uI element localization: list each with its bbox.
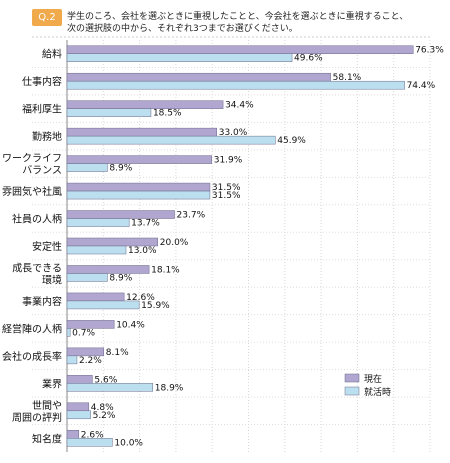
data-label-current: 5.6% xyxy=(94,375,117,385)
bar-current xyxy=(66,375,93,384)
bar-current xyxy=(66,210,175,219)
data-label-current: 18.1% xyxy=(151,265,180,275)
legend-label-jobhunt: 就活時 xyxy=(364,386,391,398)
category-label: 勤務地 xyxy=(32,130,62,143)
category-label: 知名度 xyxy=(32,432,62,445)
bar-current xyxy=(66,430,80,439)
bar-jobhunt xyxy=(66,328,71,337)
bar-jobhunt xyxy=(66,80,405,90)
data-label-current: 8.1% xyxy=(106,348,129,358)
data-label-current: 76.3% xyxy=(415,46,444,56)
bar-jobhunt xyxy=(66,218,130,227)
data-label-current: 20.0% xyxy=(160,238,189,248)
category-label: 仕事内容 xyxy=(22,75,62,88)
data-label-jobhunt: 49.6% xyxy=(294,54,323,64)
bar-current xyxy=(66,265,150,274)
data-label-jobhunt: 31.5% xyxy=(212,191,241,201)
category-label: 雰囲気や社風 xyxy=(2,185,62,198)
data-label-current: 34.4% xyxy=(225,101,254,111)
data-label-jobhunt: 13.7% xyxy=(131,219,160,229)
category-label: バランス xyxy=(22,165,62,177)
data-label-current: 31.9% xyxy=(214,156,243,166)
bar-jobhunt xyxy=(66,108,152,117)
bar-current xyxy=(66,155,212,164)
bar-jobhunt xyxy=(66,438,113,447)
bar-jobhunt xyxy=(66,190,211,200)
bar-jobhunt xyxy=(66,163,108,172)
data-label-jobhunt: 18.5% xyxy=(153,109,182,119)
bar-jobhunt xyxy=(66,53,293,62)
question-text-line1: 学生のころ、会社を選ぶときに重視したことと、今会社を選ぶときに重視すること、 xyxy=(67,12,409,22)
bar-current xyxy=(66,320,115,329)
question-text-line2: 次の選択肢の中から、それぞれ3つまでお選びください。 xyxy=(67,24,298,34)
data-label-current: 12.6% xyxy=(126,293,155,303)
category-label: 周囲の評判 xyxy=(12,411,62,424)
bar-current xyxy=(66,402,90,412)
category-label: 環境 xyxy=(42,273,62,286)
data-label-current: 23.7% xyxy=(177,211,206,221)
bar-current xyxy=(66,182,211,192)
bar-jobhunt xyxy=(66,410,91,420)
bar-current xyxy=(66,237,158,247)
bar-jobhunt xyxy=(66,383,154,392)
legend-swatch-current xyxy=(344,373,360,383)
data-label-jobhunt: 0.7% xyxy=(72,328,95,338)
data-label-jobhunt: 18.9% xyxy=(155,383,184,393)
data-label-jobhunt: 8.9% xyxy=(109,273,132,283)
data-label-jobhunt: 2.2% xyxy=(79,356,102,366)
data-label-current: 33.0% xyxy=(219,128,248,138)
bar-jobhunt xyxy=(66,245,127,255)
data-label-jobhunt: 13.0% xyxy=(128,246,157,256)
category-label: 経営陣の人柄 xyxy=(2,322,62,335)
data-label-jobhunt: 74.4% xyxy=(407,81,436,91)
data-label-current: 10.4% xyxy=(116,320,145,330)
bar-current xyxy=(66,127,217,137)
category-label: 成長できる xyxy=(12,262,62,274)
data-label-current: 31.5% xyxy=(212,183,241,193)
bar-jobhunt xyxy=(66,135,276,145)
category-label: 福利厚生 xyxy=(22,103,62,116)
bar-current xyxy=(66,45,414,54)
bar-current xyxy=(66,100,224,109)
legend-swatch-jobhunt xyxy=(344,386,360,396)
category-labels: 給料仕事内容福利厚生勤務地ワークライフバランス雰囲気や社風社員の人柄安定性成長で… xyxy=(2,48,62,446)
category-label: 業界 xyxy=(42,377,62,390)
bar-jobhunt xyxy=(66,273,108,282)
data-label-jobhunt: 5.2% xyxy=(93,411,116,421)
data-label-jobhunt: 8.9% xyxy=(109,164,132,174)
category-label: 社員の人柄 xyxy=(12,213,62,226)
category-label: 事業内容 xyxy=(22,295,62,308)
data-label-current: 58.1% xyxy=(333,73,362,83)
bar-jobhunt xyxy=(66,355,78,365)
category-label: 世間や xyxy=(32,400,62,412)
category-label: 給料 xyxy=(42,48,62,61)
gridlines xyxy=(32,40,431,452)
data-label-current: 2.6% xyxy=(81,430,104,440)
data-label-jobhunt: 15.9% xyxy=(141,301,170,311)
bar-current xyxy=(66,292,125,302)
category-label: 安定性 xyxy=(32,240,62,253)
data-label-jobhunt: 10.0% xyxy=(114,438,143,448)
legend-label-current: 現在 xyxy=(364,373,382,385)
category-label: ワークライフ xyxy=(2,153,62,165)
bar-current xyxy=(66,347,105,357)
category-label: 会社の成長率 xyxy=(2,350,62,363)
bar-jobhunt xyxy=(66,300,140,310)
data-label-jobhunt: 45.9% xyxy=(277,136,306,146)
bars: 76.3% 49.6% 58.1% 74.4% 34.4% 18.5% 33.0% 45.9%… xyxy=(66,45,444,448)
data-label-current: 4.8% xyxy=(91,403,114,413)
question-badge: Q.2 xyxy=(32,9,62,26)
bar-current xyxy=(66,72,331,82)
